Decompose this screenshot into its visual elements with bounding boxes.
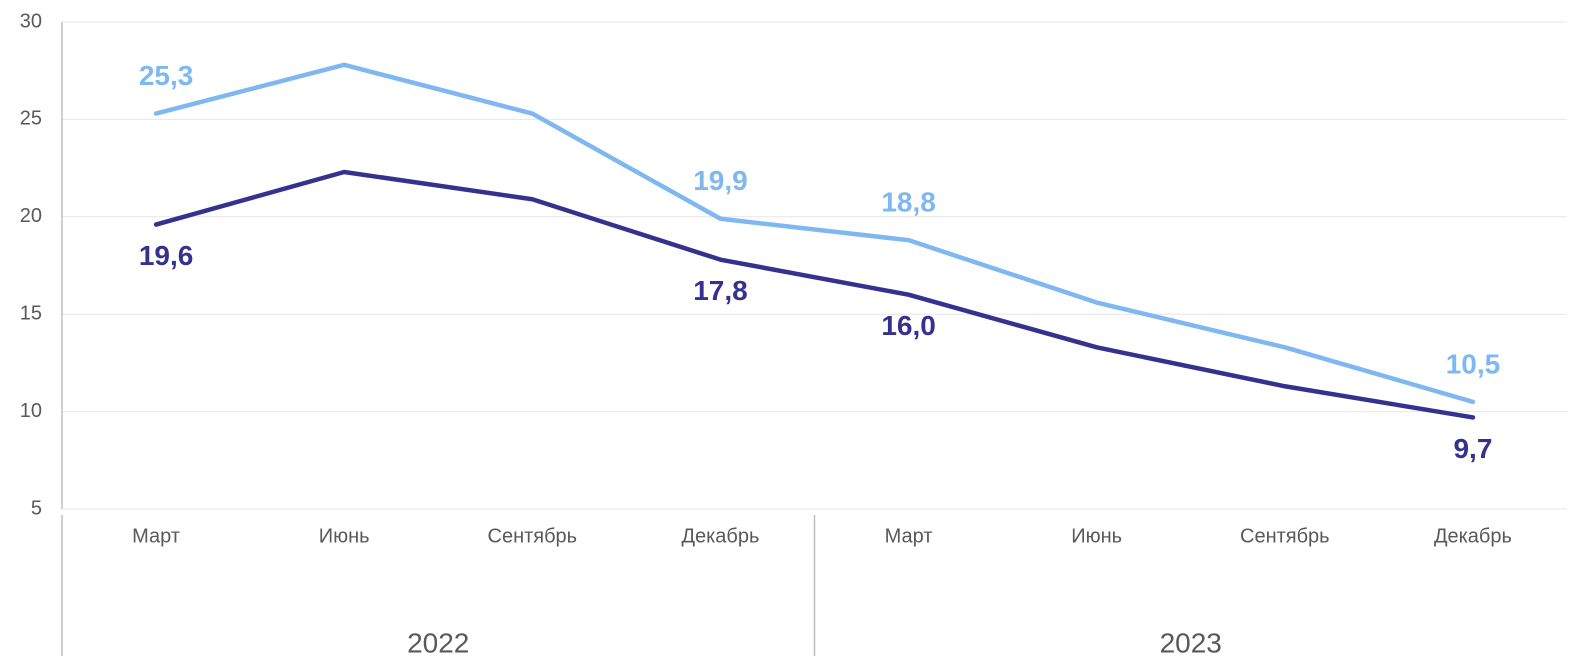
y-tick-label: 20 — [20, 205, 42, 227]
x-tick-label: Сентябрь — [488, 525, 578, 547]
x-tick-label: Март — [132, 525, 180, 547]
series-line — [153, 62, 1476, 405]
x-tick-label: Март — [885, 525, 933, 547]
data-label: 17,8 — [693, 275, 748, 306]
data-label: 19,6 — [139, 240, 194, 271]
data-label: 19,9 — [693, 165, 748, 196]
data-label: 25,3 — [139, 60, 194, 91]
data-label: 18,8 — [881, 187, 936, 218]
x-tick-label: Декабрь — [681, 525, 759, 547]
x-tick-label: Июнь — [319, 525, 370, 547]
series-line — [153, 169, 1476, 420]
y-tick-label: 15 — [20, 302, 42, 324]
y-tick-label: 5 — [31, 497, 42, 519]
group-label: 2022 — [407, 627, 469, 658]
y-tick-label: 10 — [20, 400, 42, 422]
data-label: 10,5 — [1446, 348, 1501, 379]
y-tick-label: 30 — [20, 10, 42, 32]
group-label: 2023 — [1160, 627, 1222, 658]
x-tick-label: Декабрь — [1434, 525, 1512, 547]
data-label: 9,7 — [1453, 433, 1492, 464]
x-tick-label: Сентябрь — [1240, 525, 1330, 547]
y-tick-label: 25 — [20, 108, 42, 130]
data-label: 16,0 — [881, 310, 936, 341]
x-tick-label: Июнь — [1071, 525, 1122, 547]
